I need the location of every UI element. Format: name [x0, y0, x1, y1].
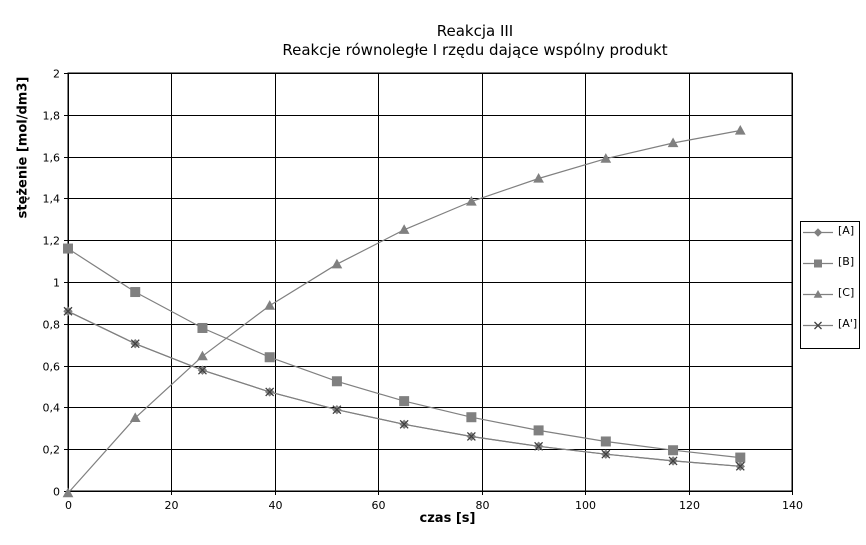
y-tick-label: 0,8 [43, 319, 61, 332]
legend-label: [C] [838, 286, 855, 299]
data-point-cross [63, 306, 73, 316]
data-point-triangle [129, 412, 141, 422]
data-point-cross [399, 419, 409, 429]
legend-item-a-prime: [A'] [801, 315, 859, 345]
x-tick-label: 60 [372, 499, 386, 512]
chart-title: Reakcja III [436, 22, 514, 40]
data-point-cross [332, 405, 342, 415]
data-point-cross [668, 456, 678, 466]
data-point-square [533, 425, 544, 436]
x-tick-label: 100 [575, 499, 596, 512]
legend-label: [B] [838, 255, 855, 268]
data-point-cross [130, 339, 140, 349]
data-point-triangle [62, 487, 74, 498]
x-tick-label: 120 [679, 499, 700, 512]
data-point-square [331, 376, 342, 387]
y-tick-label: 1,2 [43, 235, 61, 248]
data-point-square [814, 259, 822, 268]
y-tick-label: 1,6 [43, 152, 61, 165]
data-point-cross [534, 441, 544, 451]
data-point-square [130, 287, 141, 298]
data-point-square [197, 322, 208, 333]
legend: [A] [B] [C] [A'] [800, 221, 860, 349]
data-point-square [735, 452, 746, 463]
data-point-cross [601, 449, 611, 459]
chart-subtitle: Reakcje równoległe I rzędu dające wspóln… [282, 41, 668, 59]
y-tick-label: 0,2 [43, 444, 61, 457]
y-tick-label: 1,8 [43, 110, 61, 123]
y-tick-label: 0 [53, 486, 60, 499]
data-point-square [668, 445, 679, 456]
data-point-triangle [813, 289, 823, 298]
x-axis-label: czas [s] [419, 511, 476, 526]
data-point-cross [735, 461, 745, 471]
y-axis-label: stężenie [mol/dm3] [15, 76, 31, 219]
data-point-cross [814, 321, 822, 330]
data-point-square [466, 412, 477, 423]
data-point-triangle [667, 137, 679, 148]
data-point-triangle [734, 124, 746, 135]
data-point-triangle [398, 224, 410, 234]
legend-item-a: [A] [801, 222, 859, 252]
y-tick-label: 1 [53, 277, 60, 290]
data-point-triangle [331, 258, 343, 269]
legend-marker-square-icon [803, 259, 833, 268]
legend-marker-diamond-icon [803, 228, 833, 237]
y-tick-label: 0,4 [43, 402, 61, 415]
legend-item-c: [C] [801, 284, 859, 314]
x-tick-label: 140 [782, 499, 803, 512]
data-point-square [264, 352, 275, 363]
data-point-triangle [197, 350, 208, 361]
legend-marker-cross-icon [803, 321, 833, 330]
x-tick-label: 20 [165, 499, 179, 512]
x-tick-label: 0 [65, 499, 72, 512]
data-point-diamond [813, 228, 823, 237]
data-point-cross [265, 387, 275, 397]
legend-marker-triangle-icon [803, 289, 833, 298]
data-point-triangle [466, 196, 477, 206]
x-tick-label: 40 [269, 499, 283, 512]
x-tick-label: 80 [476, 499, 490, 512]
legend-label: [A'] [838, 317, 858, 330]
y-tick-label: 2 [53, 68, 60, 81]
data-point-triangle [600, 153, 612, 163]
legend-item-b: [B] [801, 253, 859, 283]
data-point-square [600, 436, 611, 447]
legend-label: [A] [838, 224, 855, 237]
data-point-cross [197, 365, 207, 375]
y-tick-label: 0,6 [43, 361, 61, 374]
data-point-square [399, 396, 410, 407]
data-point-cross [466, 431, 476, 441]
data-point-triangle [264, 300, 276, 310]
data-point-square [63, 243, 73, 254]
data-point-triangle [533, 173, 544, 183]
y-tick-label: 1,4 [43, 193, 61, 206]
